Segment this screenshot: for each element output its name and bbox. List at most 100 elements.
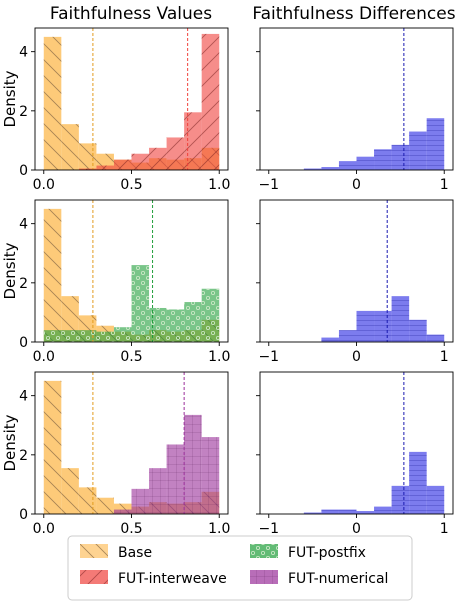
fut-postfix-bar-hatch [43,330,62,342]
legend-swatch-pattern-fut-interweave [80,570,108,584]
difference-bar-hatch [338,509,357,514]
differences-xtick-label: 1 [440,177,449,193]
fut-postfix-bar-hatch [96,331,114,342]
difference-bar-hatch [338,161,357,170]
difference-bar-hatch [338,330,357,342]
fut-interweave-bar-hatch [131,153,150,170]
base-bar-hatch [78,487,97,514]
values-xtick-label: 0.0 [33,349,55,365]
differences-xtick-label: −1 [258,349,279,365]
fut-interweave-bar-hatch [96,165,114,170]
fut-numerical-bar-hatch [113,509,132,514]
panel-differences-fut-interweave: −1 0 1 [256,27,454,193]
values-xtick-label: 1.0 [208,177,230,193]
difference-bar-hatch [391,485,410,514]
fut-interweave-bar-hatch [78,168,97,170]
difference-bar-hatch [303,512,322,514]
differences-xtick-label: −1 [258,521,279,537]
values-xtick-label: 0.5 [120,349,142,365]
fut-interweave-bar-hatch [201,33,220,170]
legend-label-base: Base [118,545,152,561]
difference-bar-hatch [426,334,445,342]
differences-xtick-label: −1 [258,177,279,193]
base-bar-hatch [43,208,62,342]
difference-bar-hatch [374,149,392,170]
fut-postfix-bar-hatch [78,330,97,342]
difference-bar-hatch [321,509,339,514]
difference-bar-hatch [321,337,339,342]
fut-postfix-bar-hatch [61,330,79,342]
base-bar-hatch [61,124,79,170]
fut-interweave-bar-hatch [166,137,185,170]
values-ytick-label: 4 [19,217,28,233]
difference-bar-hatch [426,118,445,170]
base-bar-hatch [96,497,114,514]
legend-swatch-pattern-base [80,544,108,558]
difference-bar-hatch [391,144,410,170]
difference-bar-hatch [356,156,375,170]
differences-xtick-label: 0 [352,177,361,193]
difference-bar-hatch [409,131,427,170]
values-xtick-label: 0.5 [120,177,142,193]
fut-postfix-bar-hatch [166,309,185,342]
values-xtick-label: 1.0 [208,349,230,365]
panel-differences-fut-postfix: −1 0 1 [256,199,454,365]
legend-label-fut-numerical: FUT-numerical [288,571,388,587]
values-xtick-label: 0.0 [33,177,55,193]
values-ytick-label: 2 [19,104,28,120]
difference-bar-hatch [374,310,392,342]
legend: Base FUT-interweave FUT-postfix FUT-numeric… [67,535,413,601]
difference-bar-hatch [356,511,375,514]
legend-box [67,535,413,601]
fut-numerical-bar-hatch [131,488,150,514]
difference-bar-hatch [321,167,339,170]
fut-numerical-bar-hatch [166,444,185,514]
difference-bar-hatch [426,485,445,514]
fut-numerical-bar-hatch [149,468,167,514]
differences-xtick-label: 1 [440,521,449,537]
base-bar-hatch [61,468,79,514]
values-ytick-label: 2 [19,448,28,464]
difference-bar-hatch [409,319,427,342]
ylabel-density: Density [1,414,19,471]
differences-xtick-label: 0 [352,521,361,537]
values-ytick-label: 0 [19,507,28,523]
fut-postfix-bar-hatch [131,265,150,342]
fut-interweave-bar-hatch [113,159,132,170]
differences-xtick-label: 1 [440,349,449,365]
legend-label-fut-postfix: FUT-postfix [288,545,366,561]
legend-label-fut-interweave: FUT-interweave [118,571,227,587]
title-faithfulness-values: Faithfulness Values [50,4,212,24]
fut-interweave-bar-hatch [184,112,202,170]
base-bar-hatch [43,36,62,170]
fut-postfix-bar-hatch [201,288,220,342]
base-bar-hatch [78,143,97,170]
legend-swatch-pattern-fut-postfix [250,544,278,558]
values-ytick-label: 0 [19,163,28,179]
difference-bar-hatch [303,168,322,170]
ylabel-density: Density [1,242,19,299]
fut-postfix-bar-hatch [184,302,202,342]
title-faithfulness-differences: Faithfulness Differences [252,4,455,24]
base-bar-hatch [113,503,132,514]
legend-swatch-pattern-fut-numerical [250,570,278,584]
values-ytick-label: 4 [19,389,28,405]
differences-xtick-label: 0 [352,349,361,365]
values-ytick-label: 0 [19,335,28,351]
fut-numerical-bar-hatch [184,414,202,514]
values-xtick-label: 0.0 [33,521,55,537]
difference-bar-hatch [374,506,392,514]
fut-postfix-bar-hatch [149,307,167,342]
values-ytick-label: 2 [19,276,28,292]
fut-numerical-bar-hatch [201,437,220,514]
fut-postfix-bar-hatch [113,327,132,342]
values-ytick-label: 4 [19,45,28,61]
values-xtick-label: 1.0 [208,521,230,537]
